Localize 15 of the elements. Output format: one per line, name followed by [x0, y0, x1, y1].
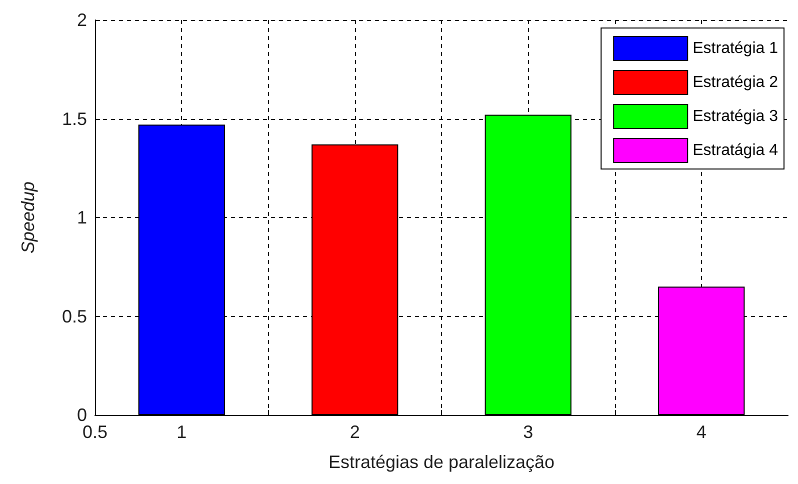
legend-label: Estratágia 4: [692, 142, 778, 159]
y-tick-label: 1: [76, 208, 87, 228]
x-axis-title: Estratégias de paralelização: [328, 452, 555, 472]
y-tick-label: 0: [76, 405, 87, 425]
y-tick-label: 2: [76, 10, 87, 30]
legend-label: Estratégia 1: [692, 40, 778, 57]
legend-label: Estratégia 3: [692, 108, 778, 125]
y-tick-label: 1.5: [62, 108, 87, 129]
y-axis-title: Speedup: [18, 181, 38, 254]
legend-label: Estratégia 2: [692, 74, 778, 91]
y-tick-label: 0.5: [62, 306, 87, 326]
x-tick-label: 4: [696, 422, 706, 442]
x-tick-label: 2: [350, 422, 360, 442]
x-tick-label: 1: [176, 422, 187, 442]
x-tick-label: 3: [523, 422, 534, 442]
